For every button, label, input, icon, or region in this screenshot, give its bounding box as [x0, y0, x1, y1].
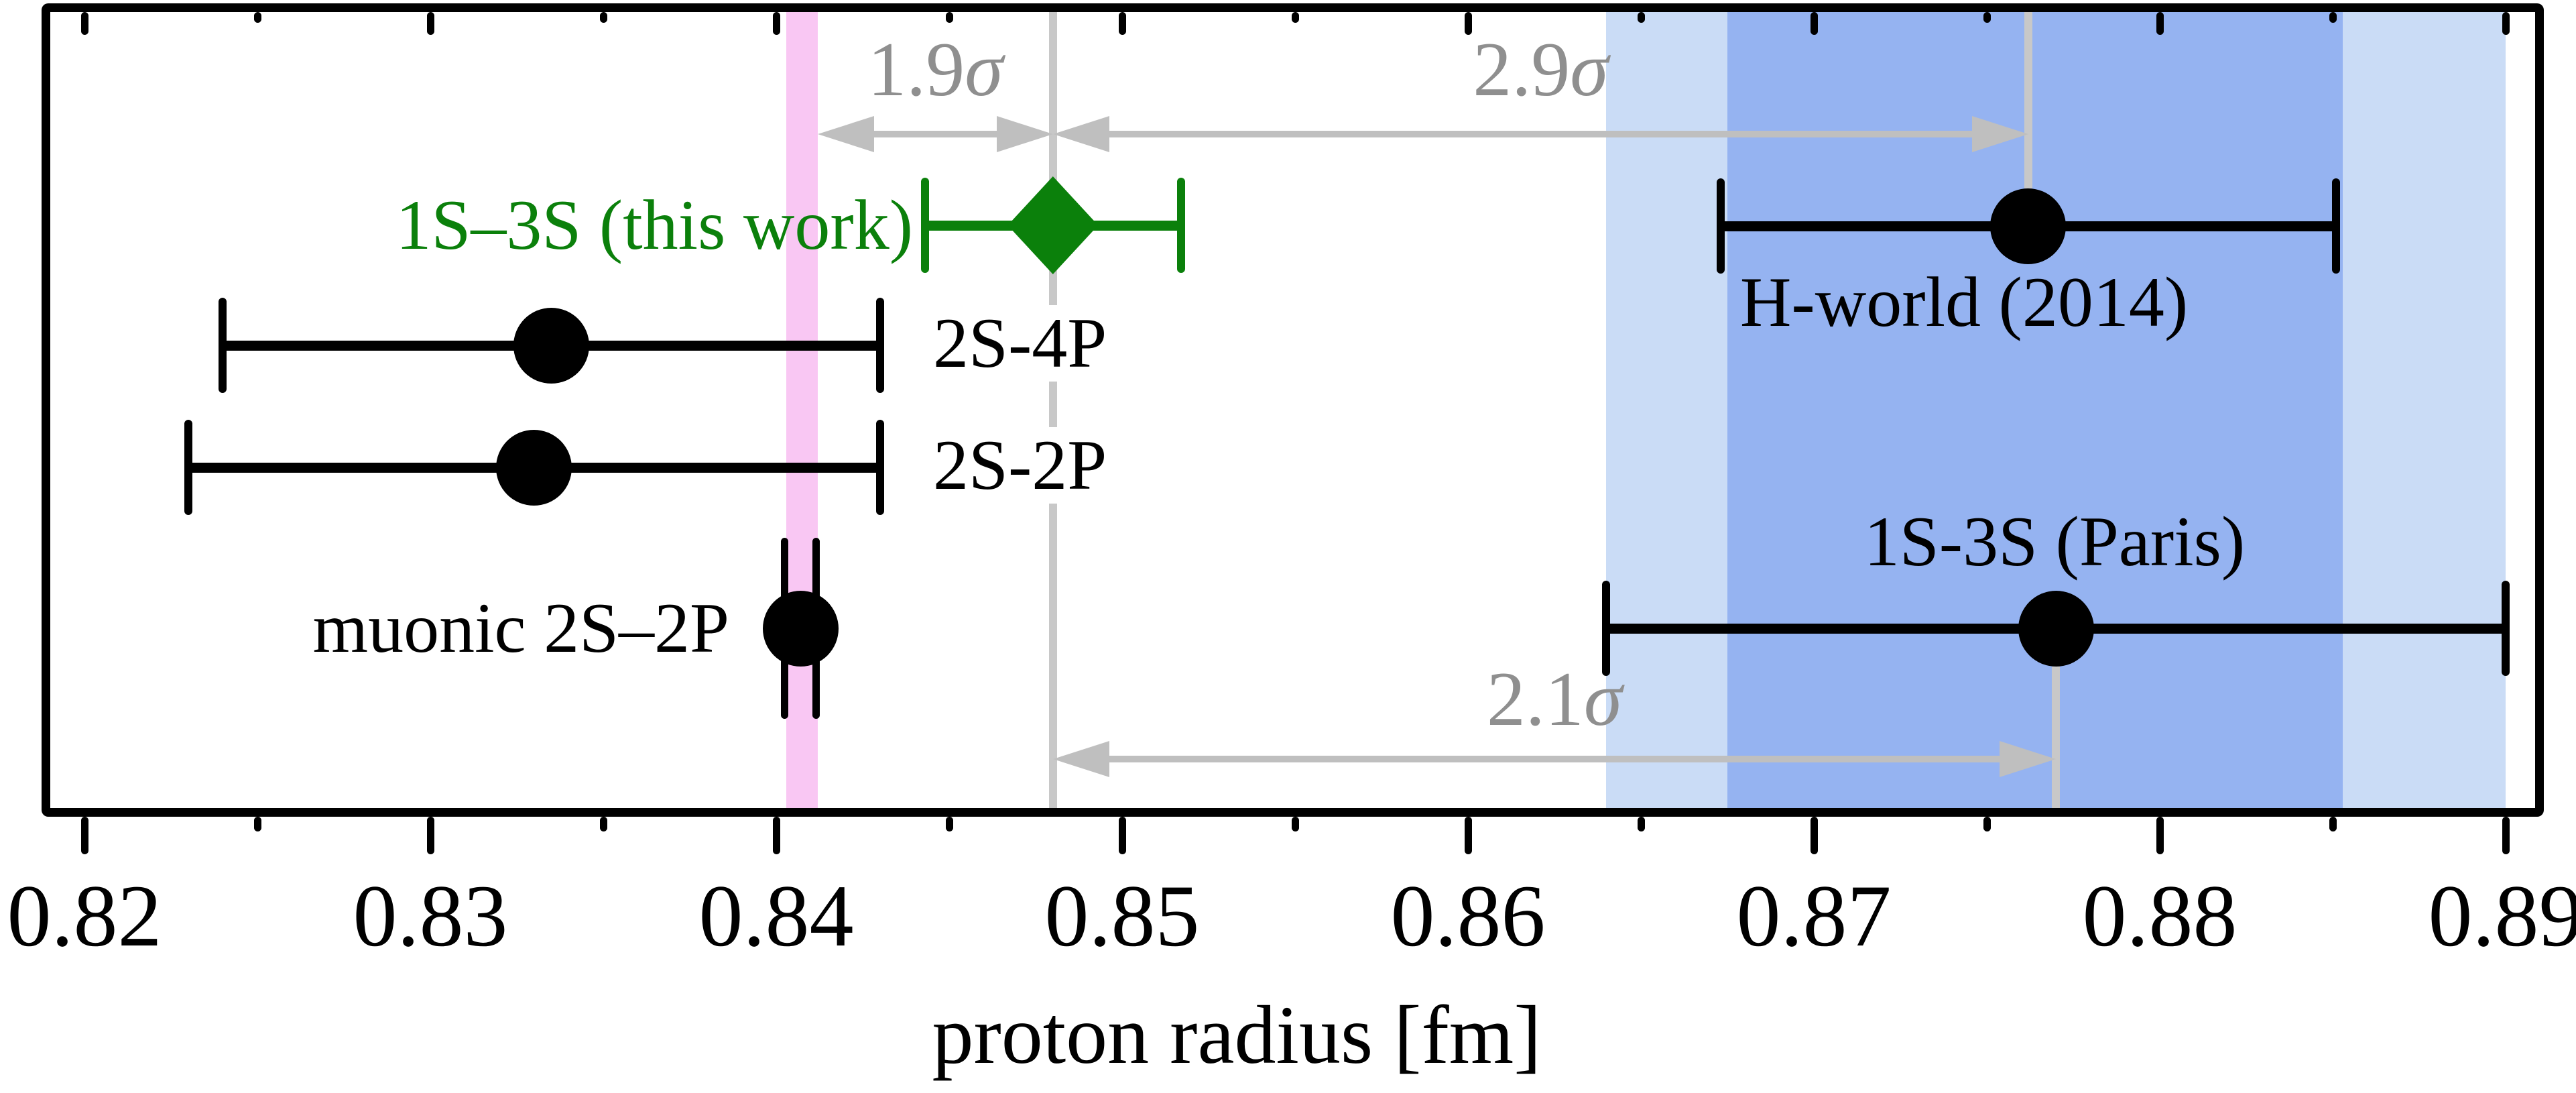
x-tick-label: 0.83 [353, 866, 508, 965]
x-minor-tick-top [1291, 12, 1299, 23]
sigma-21-label: 2.1σ [1487, 660, 1622, 738]
hworld-band [1727, 12, 2343, 808]
sigma-29-label: 2.9σ [1473, 31, 1608, 109]
sigma-29-head-right [1971, 116, 2028, 152]
hworld-label: H-world (2014) [1739, 263, 2189, 341]
guide-hworld [2024, 12, 2032, 188]
x-minor-tick-bottom [599, 817, 607, 831]
hworld-marker [1990, 188, 2067, 264]
this_work-cap-right [1176, 178, 1185, 273]
x-minor-tick-top [1637, 12, 1645, 23]
s22p-cap-left [184, 420, 192, 515]
hworld-cap-right [2332, 178, 2341, 274]
sigma-21-line [1105, 756, 2004, 762]
sigma-29-line [1105, 131, 1976, 137]
x-major-tick-bottom [2156, 817, 2164, 854]
s24p-cap-left [219, 298, 227, 393]
x-minor-tick-top [945, 12, 953, 23]
muonic-label: muonic 2S–2P [312, 589, 729, 667]
x-major-tick-top [772, 12, 780, 35]
sigma-29-head-left [1052, 116, 1109, 152]
x-tick-label: 0.88 [2082, 866, 2237, 965]
x-tick-label: 0.87 [1736, 866, 1892, 965]
paris-marker [2018, 590, 2094, 667]
x-minor-tick-bottom [253, 817, 261, 831]
x-major-tick-top [2502, 12, 2510, 35]
x-minor-tick-bottom [2329, 817, 2337, 831]
this_work-label: 1S–3S (this work) [395, 186, 913, 264]
x-tick-label: 0.86 [1390, 866, 1546, 965]
this_work-marker [1007, 176, 1099, 274]
guide-paris [2052, 666, 2061, 808]
s22p-cap-right [875, 420, 884, 515]
sigma-29-value: 2.9 [1473, 27, 1571, 113]
x-axis-title: proton radius [fm] [932, 989, 1542, 1081]
s24p-cap-right [875, 298, 884, 393]
hworld-cap-left [1716, 178, 1725, 274]
sigma-19-head-left [817, 116, 874, 152]
x-major-tick-bottom [1810, 817, 1818, 854]
s22p-label: 2S-2P [926, 427, 1114, 504]
x-tick-label: 0.89 [2428, 866, 2576, 965]
x-minor-tick-top [1983, 12, 1991, 23]
sigma-symbol: σ [965, 27, 1003, 113]
sigma-19-head-right [996, 116, 1053, 152]
x-minor-tick-top [2329, 12, 2337, 23]
x-major-tick-top [80, 12, 88, 35]
x-major-tick-bottom [772, 817, 780, 854]
s24p-marker [513, 307, 590, 384]
x-minor-tick-top [599, 12, 607, 23]
paris-cap-right [2502, 581, 2510, 676]
x-major-tick-bottom [1118, 817, 1126, 854]
x-minor-tick-top [253, 12, 261, 23]
x-minor-tick-bottom [1637, 817, 1645, 831]
x-minor-tick-bottom [1983, 817, 1991, 831]
x-minor-tick-bottom [945, 817, 953, 831]
x-major-tick-top [426, 12, 434, 35]
paris-label: 1S-3S (Paris) [1863, 502, 2246, 581]
x-major-tick-top [1810, 12, 1818, 35]
s24p-label: 2S-4P [926, 305, 1114, 382]
sigma-symbol: σ [1583, 656, 1623, 742]
x-minor-tick-bottom [1291, 817, 1299, 831]
sigma-19-label: 1.9σ [867, 31, 1003, 109]
x-major-tick-bottom [1464, 817, 1472, 854]
x-major-tick-top [1118, 12, 1126, 35]
paris-cap-left [1602, 581, 1611, 676]
x-tick-label: 0.84 [698, 866, 854, 965]
s22p-marker [496, 429, 572, 506]
sigma-21-head-left [1052, 741, 1109, 777]
x-tick-label: 0.82 [7, 866, 162, 965]
x-major-tick-bottom [80, 817, 88, 854]
x-major-tick-bottom [426, 817, 434, 854]
x-major-tick-top [2156, 12, 2164, 35]
muonic-marker [762, 590, 839, 667]
sigma-symbol: σ [1570, 27, 1609, 113]
x-major-tick-bottom [2502, 817, 2510, 854]
sigma-21-head-right [2000, 741, 2057, 777]
sigma-19-line [869, 131, 1001, 137]
sigma-19-value: 1.9 [867, 27, 965, 113]
this_work-cap-left [920, 178, 929, 273]
sigma-21-value: 2.1 [1486, 656, 1584, 742]
x-major-tick-top [1464, 12, 1472, 35]
x-tick-label: 0.85 [1044, 866, 1200, 965]
